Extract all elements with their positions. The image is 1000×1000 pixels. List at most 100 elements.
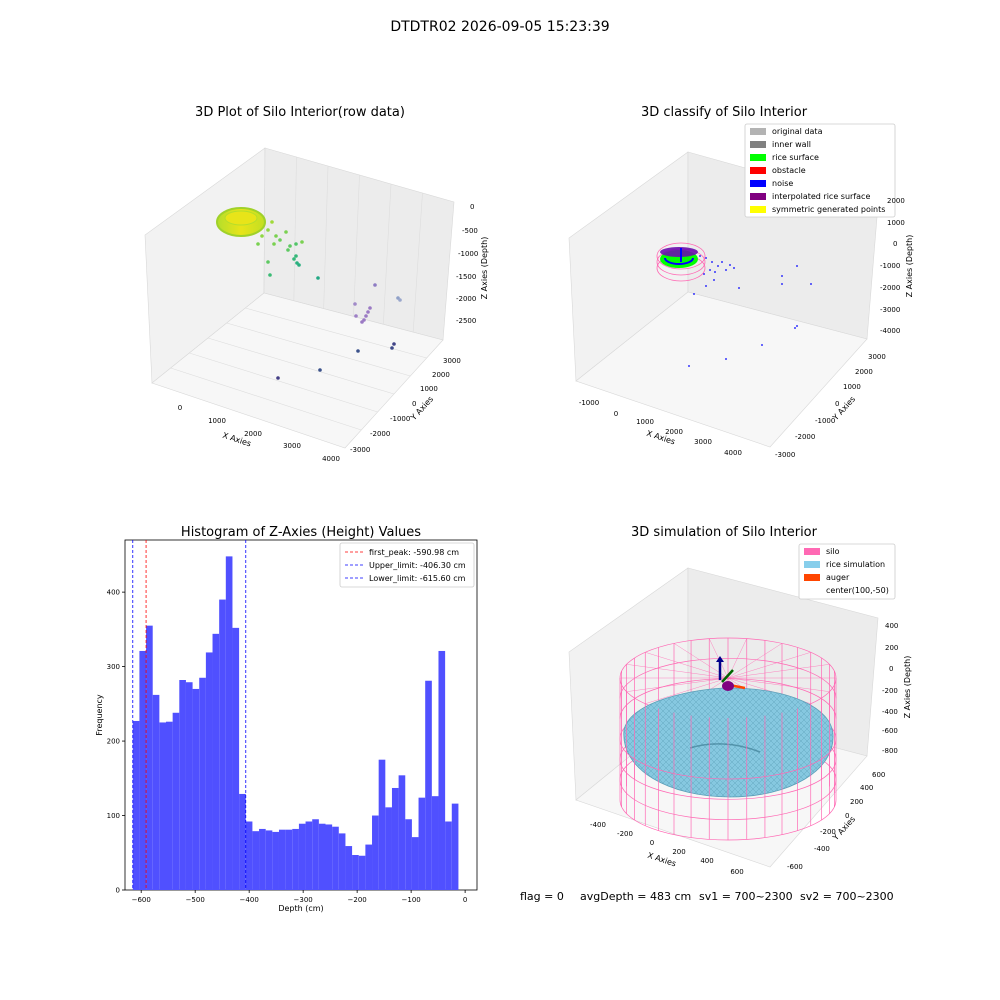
- p1-xtick-3: 3000: [283, 442, 301, 450]
- p2-ztick-2: -2000: [880, 284, 900, 292]
- p2-ylabel: Y Axies: [830, 395, 857, 423]
- p4-xtick-2: 0: [650, 839, 654, 847]
- hist-xtick-label: −500: [186, 896, 205, 904]
- p4-ztick-0: -800: [882, 747, 898, 755]
- panel1-point: [294, 242, 298, 246]
- legend-swatch: [750, 128, 766, 135]
- p4-ytick-4: 200: [850, 798, 863, 806]
- p2-ztick-3: -1000: [880, 262, 900, 270]
- hist-bar: [431, 796, 439, 890]
- legend-label: obstacle: [772, 166, 806, 175]
- panel2-noise-point: [733, 267, 735, 269]
- hist-ytick-label: 200: [107, 738, 120, 746]
- p2-ytick-2: -1000: [815, 417, 835, 425]
- panel4-auger: [716, 656, 746, 691]
- p2-xtick-2: 1000: [636, 418, 654, 426]
- legend-label: center(100,-50): [826, 586, 889, 595]
- hist-x-ticks: −600 −500 −400 −300 −200 −100 0: [132, 890, 467, 904]
- panel2-noise-point: [699, 255, 701, 257]
- legend-label: symmetric generated points: [772, 205, 885, 214]
- hist-bar: [166, 721, 173, 890]
- panel1-point: [270, 220, 274, 224]
- p4-xtick-5: 600: [730, 868, 743, 876]
- p2-ytick-4: 1000: [843, 383, 861, 391]
- p4-xtick-1: -200: [617, 830, 633, 838]
- hist-legend-label: first_peak: -590.98 cm: [369, 548, 459, 557]
- panel1-point: [294, 254, 298, 258]
- hist-ytick-label: 400: [107, 589, 120, 597]
- hist-bar: [146, 625, 153, 890]
- panel2-noise-point: [711, 261, 713, 263]
- status-line: flag = 0 avgDepth = 483 cm sv1 = 700~230…: [520, 890, 894, 903]
- panel2-noise-point: [796, 325, 798, 327]
- p2-xtick-4: 3000: [694, 438, 712, 446]
- panel1-point: [366, 310, 370, 314]
- panel2-noise-point: [717, 265, 719, 267]
- hist-bar: [345, 846, 353, 890]
- panel1-point: [356, 349, 360, 353]
- p4-xtick-4: 400: [700, 857, 713, 865]
- hist-legend-label: Lower_limit: -615.60 cm: [369, 574, 466, 583]
- status-sv1: sv1 = 700~2300: [699, 890, 793, 903]
- hist-bar: [152, 694, 160, 890]
- hist-xtick-label: −100: [402, 896, 421, 904]
- panel1-point: [318, 368, 322, 372]
- panel-simulation-3d: 3D simulation of Silo Interior silo rice …: [568, 525, 912, 876]
- panel2-noise-point: [781, 283, 783, 285]
- p1-ytick-5: 2000: [432, 371, 450, 379]
- legend-swatch: [804, 561, 820, 568]
- hist-xlabel: Depth (cm): [278, 904, 323, 913]
- p1-ztick-1: -2000: [456, 295, 476, 303]
- panel1-point: [353, 302, 357, 306]
- panel2-noise-point: [794, 327, 796, 329]
- hist-xtick-label: −200: [348, 896, 367, 904]
- panel1-point: [276, 376, 280, 380]
- panel2-noise-point: [761, 344, 763, 346]
- hist-bar: [285, 829, 293, 890]
- hist-bar: [199, 677, 206, 890]
- panel2-points: [688, 255, 812, 367]
- hist-bar: [405, 819, 412, 890]
- panel2-noise-point: [714, 271, 716, 273]
- legend-swatch: [750, 206, 766, 213]
- p4-ztick-3: -200: [882, 687, 898, 695]
- legend-swatch: [804, 548, 820, 555]
- p1-ztick-3: -1000: [458, 250, 478, 258]
- p1-xtick-2: 2000: [244, 430, 262, 438]
- hist-ylabel: Frequency: [95, 694, 104, 736]
- panel4-legend: silo rice simulation auger center(100,-50): [798, 543, 896, 600]
- p4-ztick-4: 0: [889, 665, 893, 673]
- p4-ytick-0: -600: [787, 863, 803, 871]
- panel1-point: [300, 240, 304, 244]
- legend-label: silo: [826, 547, 840, 556]
- p1-ytick-2: -1000: [390, 415, 410, 423]
- hist-bar: [252, 831, 260, 890]
- hist-bar: [325, 824, 333, 890]
- hist-bar: [398, 775, 406, 890]
- hist-bar: [391, 787, 399, 890]
- panel2-noise-point: [688, 365, 690, 367]
- hist-xtick-label: −300: [294, 896, 313, 904]
- panel4-title: 3D simulation of Silo Interior: [631, 525, 818, 540]
- panel1-point: [297, 263, 301, 267]
- panel1-point: [360, 320, 364, 324]
- panel1-point: [260, 234, 264, 238]
- p2-xtick-0: -1000: [579, 399, 599, 407]
- panel2-floor-pane: [575, 291, 868, 448]
- hist-bar: [225, 556, 233, 890]
- panel1-points: [256, 220, 402, 380]
- p4-ztick-5: 200: [885, 644, 898, 652]
- hist-bar: [411, 837, 419, 890]
- p4-ytick-3: 0: [845, 812, 849, 820]
- hist-title: Histogram of Z-Axies (Height) Values: [181, 525, 421, 540]
- legend-label: noise: [772, 179, 793, 188]
- hist-xtick-label: −400: [240, 896, 259, 904]
- hist-xtick-label: −600: [132, 896, 151, 904]
- p1-xtick-1: 1000: [208, 417, 226, 425]
- panel2-noise-point: [693, 293, 695, 295]
- p4-zlabel: Z Axies (Depth): [903, 656, 912, 719]
- hist-xtick-label: 0: [463, 896, 467, 904]
- hist-bar: [385, 807, 392, 890]
- legend-swatch: [804, 574, 820, 581]
- p1-ytick-6: 3000: [443, 357, 461, 365]
